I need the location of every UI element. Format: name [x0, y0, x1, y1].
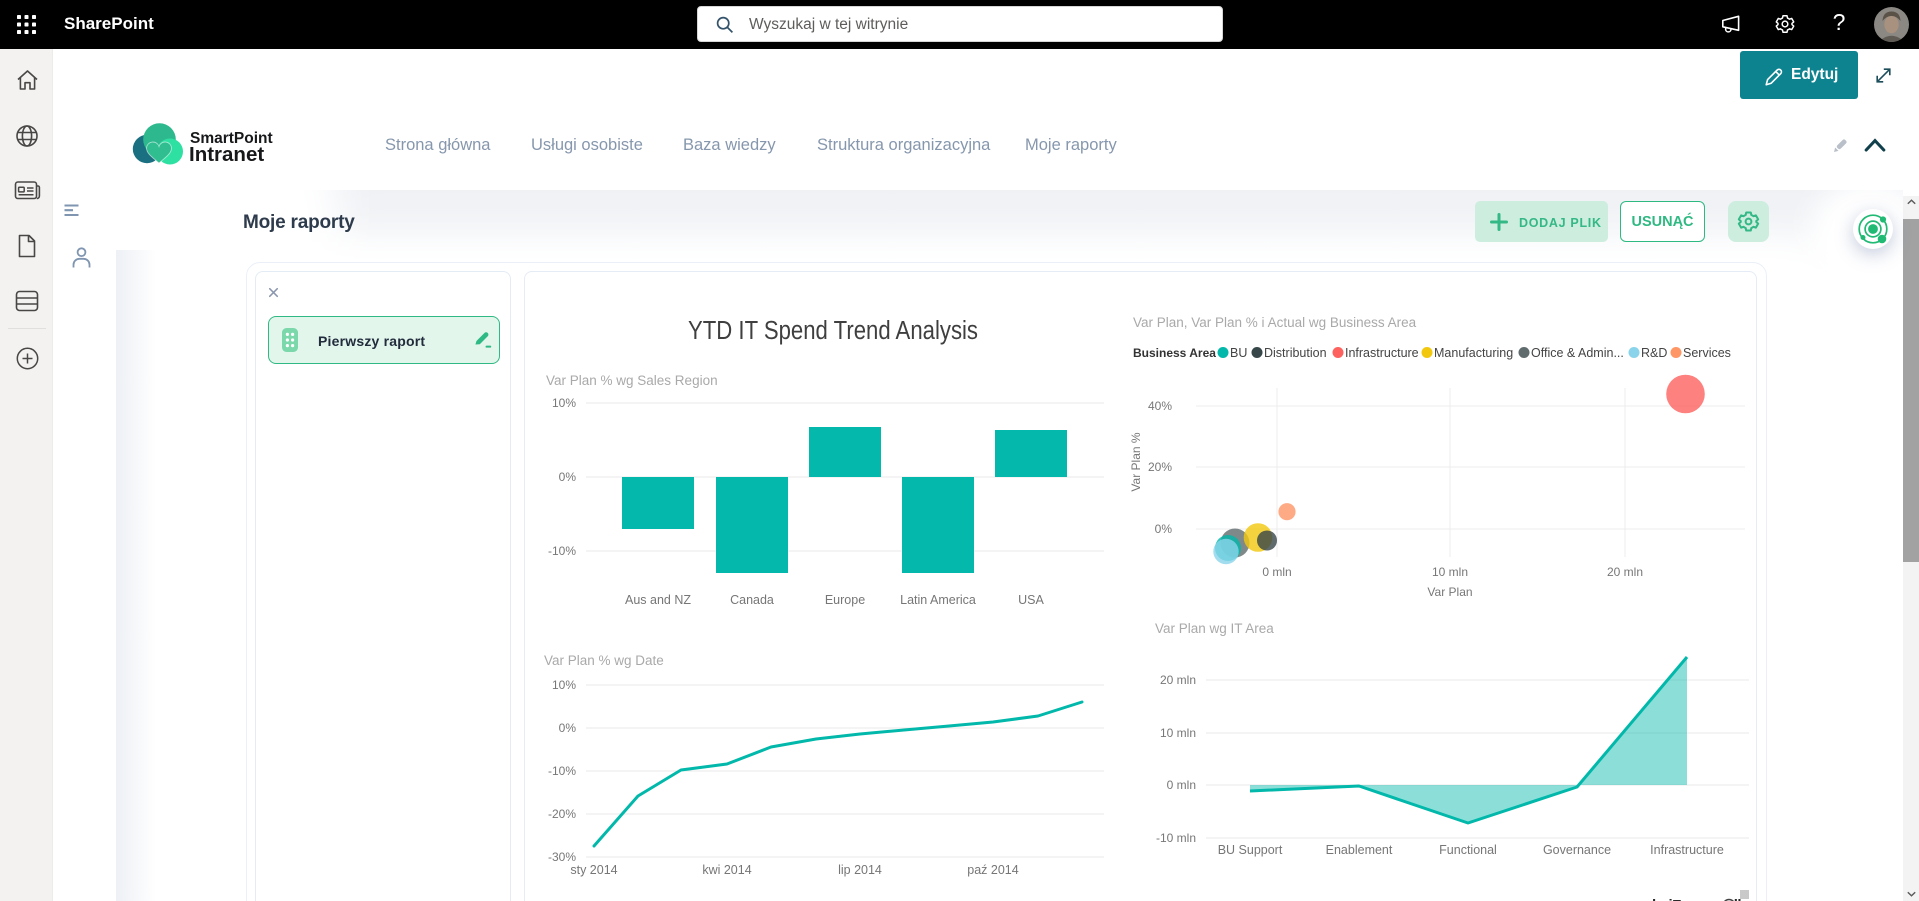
svg-text:Infrastructure: Infrastructure [1650, 843, 1724, 857]
svg-text:kpiFramewall: kpiFramewall [1652, 897, 1741, 901]
svg-text:BU: BU [1230, 346, 1247, 360]
svg-text:Manufacturing: Manufacturing [1434, 346, 1513, 360]
svg-text:Services: Services [1683, 346, 1731, 360]
svg-text:Var Plan: Var Plan [1427, 585, 1472, 599]
svg-text:40%: 40% [1148, 399, 1172, 413]
svg-text:-10%: -10% [548, 764, 576, 778]
svg-text:Governance: Governance [1543, 843, 1611, 857]
svg-text:0%: 0% [559, 721, 577, 735]
svg-text:paź 2014: paź 2014 [967, 863, 1018, 877]
svg-text:BU Support: BU Support [1218, 843, 1283, 857]
svg-text:Var Plan % wg Sales Region: Var Plan % wg Sales Region [546, 373, 718, 388]
svg-text:0 mln: 0 mln [1262, 565, 1291, 579]
svg-text:sty 2014: sty 2014 [570, 863, 617, 877]
svg-text:-30%: -30% [548, 850, 576, 864]
svg-text:Distribution: Distribution [1264, 346, 1327, 360]
svg-text:Var Plan % wg Date: Var Plan % wg Date [544, 653, 664, 668]
svg-text:20 mln: 20 mln [1160, 673, 1196, 687]
svg-text:0%: 0% [559, 470, 577, 484]
svg-text:-10 mln: -10 mln [1156, 831, 1196, 845]
svg-text:10 mln: 10 mln [1160, 726, 1196, 740]
svg-text:R&D: R&D [1641, 346, 1667, 360]
svg-text:10%: 10% [552, 678, 576, 692]
svg-text:Aus and NZ: Aus and NZ [625, 593, 691, 607]
svg-text:Infrastructure: Infrastructure [1345, 346, 1419, 360]
svg-text:-10%: -10% [548, 544, 576, 558]
svg-text:Functional: Functional [1439, 843, 1497, 857]
svg-text:Europe: Europe [825, 593, 865, 607]
svg-text:Office & Admin...: Office & Admin... [1531, 346, 1624, 360]
svg-text:Var Plan %: Var Plan % [1129, 432, 1143, 491]
svg-text:Latin America: Latin America [900, 593, 976, 607]
svg-text:kwi 2014: kwi 2014 [702, 863, 751, 877]
svg-text:Canada: Canada [730, 593, 774, 607]
svg-text:0%: 0% [1155, 522, 1173, 536]
svg-text:20%: 20% [1148, 460, 1172, 474]
svg-text:20 mln: 20 mln [1607, 565, 1643, 579]
svg-text:10 mln: 10 mln [1432, 565, 1468, 579]
svg-text:0 mln: 0 mln [1167, 778, 1196, 792]
svg-text:Var Plan wg IT Area: Var Plan wg IT Area [1155, 621, 1274, 636]
svg-text:10%: 10% [552, 396, 576, 410]
svg-text:Business Area: Business Area [1133, 346, 1216, 360]
svg-text:lip 2014: lip 2014 [838, 863, 882, 877]
svg-text:Var Plan, Var Plan % i Actual: Var Plan, Var Plan % i Actual wg Busines… [1133, 315, 1417, 330]
svg-text:Enablement: Enablement [1326, 843, 1393, 857]
svg-text:-20%: -20% [548, 807, 576, 821]
svg-text:USA: USA [1018, 593, 1044, 607]
svg-text:YTD IT Spend Trend Analysis: YTD IT Spend Trend Analysis [688, 317, 978, 345]
